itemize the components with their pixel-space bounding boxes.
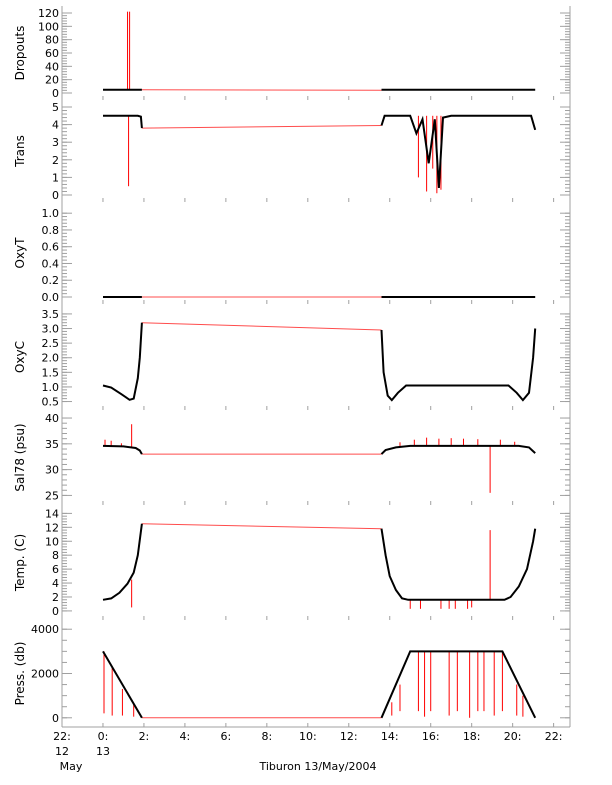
y-axis-label: Press. (db) bbox=[13, 642, 27, 706]
x-tick-sublabel: 13 bbox=[96, 745, 110, 758]
y-tick-label: 20 bbox=[45, 74, 59, 87]
data-line-segment bbox=[380, 328, 537, 402]
x-tick-label: 10: bbox=[299, 730, 317, 743]
x-tick-label: 22: bbox=[53, 730, 71, 743]
x-tick-label: 4: bbox=[180, 730, 191, 743]
data-line-segment bbox=[102, 444, 143, 455]
y-tick-label: 0.2 bbox=[42, 274, 60, 287]
y-tick-label: 1.0 bbox=[42, 381, 60, 394]
y-tick-label: 60 bbox=[45, 47, 59, 60]
y-tick-label: 120 bbox=[38, 7, 59, 20]
y-tick-label: 14 bbox=[45, 507, 59, 520]
y-tick-label: 1 bbox=[52, 171, 59, 184]
y-tick-label: 3.0 bbox=[42, 323, 60, 336]
x-tick-sublabel: May bbox=[60, 760, 83, 773]
y-tick-label: 30 bbox=[45, 464, 59, 477]
x-tick-label: 12: bbox=[340, 730, 358, 743]
y-tick-label: 2 bbox=[52, 154, 59, 167]
y-tick-label: 4 bbox=[52, 119, 59, 132]
y-tick-label: 0 bbox=[52, 189, 59, 202]
data-line-segment bbox=[380, 444, 536, 455]
data-line-segment bbox=[102, 523, 143, 601]
y-tick-label: 8 bbox=[52, 549, 59, 562]
x-tick-sublabel: 12 bbox=[55, 745, 69, 758]
y-tick-label: 4 bbox=[52, 577, 59, 590]
data-line-segment bbox=[380, 528, 537, 601]
y-tick-label: 25 bbox=[45, 489, 59, 502]
y-tick-label: 0.4 bbox=[42, 257, 60, 270]
x-tick-label: 20: bbox=[504, 730, 522, 743]
data-line-segment bbox=[380, 114, 537, 189]
y-tick-label: 5 bbox=[52, 101, 59, 114]
y-axis-label: OxyC bbox=[13, 341, 27, 373]
y-tick-label: 0 bbox=[52, 605, 59, 618]
data-line-segment bbox=[102, 650, 143, 719]
y-tick-label: 1.5 bbox=[42, 366, 60, 379]
x-tick-label: 8: bbox=[261, 730, 272, 743]
y-tick-label: 40 bbox=[45, 412, 59, 425]
y-tick-label: 12 bbox=[45, 521, 59, 534]
gap-line bbox=[141, 523, 382, 530]
y-axis-label: Sal78 (psu) bbox=[13, 423, 27, 491]
x-axis-label: Tiburon 13/May/2004 bbox=[258, 760, 376, 773]
gap-line bbox=[141, 125, 382, 129]
y-tick-label: 6 bbox=[52, 563, 59, 576]
y-tick-label: 0.0 bbox=[42, 291, 60, 304]
y-tick-label: 80 bbox=[45, 34, 59, 47]
y-tick-label: 2 bbox=[52, 591, 59, 604]
data-line-segment bbox=[102, 322, 143, 401]
y-tick-label: 0 bbox=[52, 712, 59, 725]
x-tick-label: 2: bbox=[139, 730, 150, 743]
y-tick-label: 1.0 bbox=[42, 207, 60, 220]
x-tick-label: 22: bbox=[545, 730, 563, 743]
y-tick-label: 2000 bbox=[31, 668, 59, 681]
data-line-segment bbox=[103, 114, 143, 129]
x-tick-label: 18: bbox=[463, 730, 481, 743]
gap-line bbox=[141, 89, 382, 91]
y-axis-label: Temp. (C) bbox=[13, 534, 27, 592]
y-tick-label: 3 bbox=[52, 136, 59, 149]
data-line-segment bbox=[380, 650, 537, 719]
y-tick-label: 3.5 bbox=[42, 308, 60, 321]
y-axis-label: OxyT bbox=[13, 237, 27, 269]
y-axis-label: Trans bbox=[13, 135, 27, 168]
y-axis-label: Dropouts bbox=[13, 26, 27, 81]
y-tick-label: 0.6 bbox=[42, 241, 60, 254]
y-tick-label: 35 bbox=[45, 438, 59, 451]
y-tick-label: 100 bbox=[38, 20, 59, 33]
x-tick-label: 16: bbox=[422, 730, 440, 743]
y-tick-label: 4000 bbox=[31, 623, 59, 636]
y-tick-label: 0.8 bbox=[42, 224, 60, 237]
y-tick-label: 2.5 bbox=[42, 337, 60, 350]
y-tick-label: 40 bbox=[45, 60, 59, 73]
y-tick-label: 10 bbox=[45, 535, 59, 548]
gap-line bbox=[141, 322, 382, 331]
x-tick-label: 14: bbox=[381, 730, 399, 743]
x-tick-label: 6: bbox=[221, 730, 232, 743]
y-tick-label: 0 bbox=[52, 87, 59, 100]
y-tick-label: 0.5 bbox=[42, 396, 60, 409]
y-tick-label: 2.0 bbox=[42, 352, 60, 365]
x-tick-label: 0: bbox=[98, 730, 109, 743]
